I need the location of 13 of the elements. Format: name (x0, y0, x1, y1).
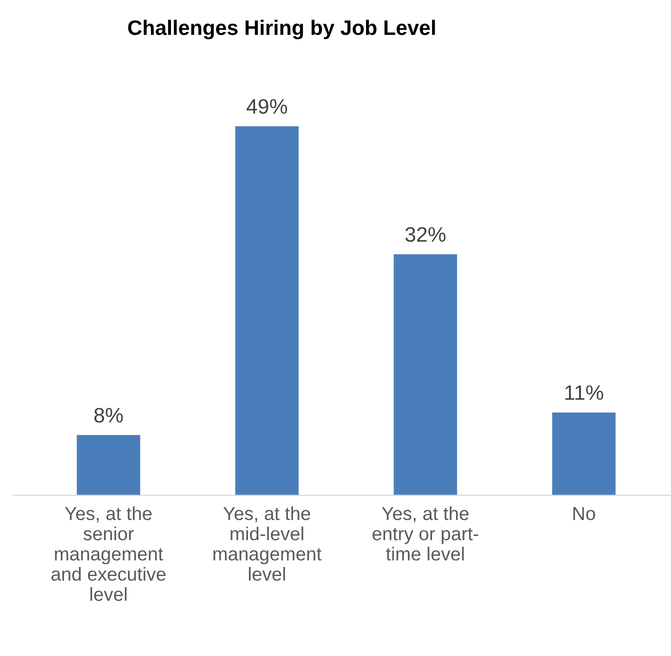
data-label: 8% (94, 408, 123, 423)
bar (552, 412, 616, 496)
bar (76, 435, 140, 496)
x-tick-label: Yes, at the senior management and executive level (51, 506, 166, 601)
data-label: 49% (246, 99, 288, 114)
x-tick-label: Yes, at the mid-level management level (213, 506, 322, 581)
x-tick-label: No (573, 507, 596, 520)
data-label: 32% (405, 227, 446, 242)
data-label: 11% (565, 385, 604, 400)
chart-title: Challenges Hiring by Job Level (128, 20, 435, 40)
bar (235, 126, 299, 496)
bar (394, 254, 458, 496)
x-tick-label: Yes, at the entry or part- time level (372, 506, 478, 561)
